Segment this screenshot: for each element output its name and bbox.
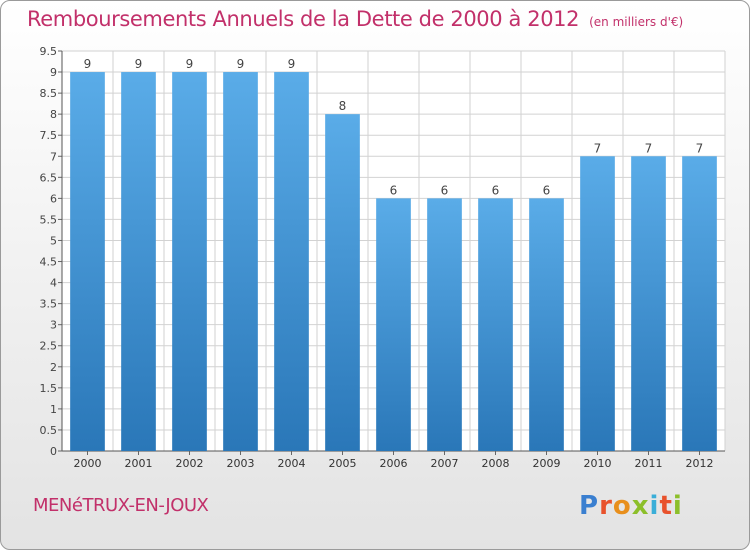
bar [631,156,666,451]
bar-value-label: 6 [390,183,398,197]
logo-letter: i [649,491,660,521]
bar [325,114,360,451]
y-tick-label: 7 [50,150,57,163]
bar-value-label: 9 [186,57,194,71]
bar-value-label: 6 [543,183,551,197]
y-tick-label: 5 [50,234,57,247]
bar [121,72,156,451]
y-tick-label: 5.5 [40,213,58,226]
bar [376,198,411,451]
y-tick-label: 1 [50,403,57,416]
bar-value-label: 7 [696,141,704,155]
y-tick-label: 6 [50,192,57,205]
y-tick-label: 8.5 [40,87,58,100]
x-tick-label: 2004 [278,457,306,470]
bar-value-label: 9 [135,57,143,71]
x-tick-label: 2003 [227,457,255,470]
bar-value-label: 6 [441,183,449,197]
bar-value-label: 6 [492,183,500,197]
chart-unit: (en milliers d'€) [589,15,684,29]
y-tick-label: 2 [50,361,57,374]
y-tick-label: 4 [50,277,57,290]
y-tick-label: 0 [50,445,57,458]
y-tick-label: 3.5 [40,298,58,311]
bar [172,72,207,451]
y-tick-label: 7.5 [40,129,58,142]
x-tick-label: 2011 [635,457,663,470]
chart-title-text: Remboursements Annuels de la Dette de 20… [27,7,580,31]
commune-name: MENéTRUX-EN-JOUX [33,495,209,516]
y-tick-label: 1.5 [40,382,58,395]
y-tick-label: 9 [50,66,57,79]
y-tick-label: 2.5 [40,340,58,353]
x-tick-label: 2007 [431,457,459,470]
y-tick-label: 9.5 [40,45,58,58]
bar [223,72,258,451]
logo-letter: t [659,491,673,521]
bar-value-label: 7 [594,141,602,155]
x-tick-label: 2006 [380,457,408,470]
logo-letter: P [579,491,600,521]
y-tick-label: 8 [50,108,57,121]
logo-letter: x [631,491,650,521]
bar [427,198,462,451]
x-tick-label: 2008 [482,457,510,470]
x-tick-label: 2005 [329,457,357,470]
logo-letter: r [599,491,613,521]
bar [529,198,564,451]
bar-value-label: 8 [339,99,347,113]
y-tick-label: 4.5 [40,256,58,269]
y-tick-label: 0.5 [40,424,58,437]
bar [478,198,513,451]
x-tick-label: 2010 [584,457,612,470]
bar-value-label: 7 [645,141,653,155]
y-tick-label: 3 [50,319,57,332]
bar [580,156,615,451]
x-tick-label: 2001 [125,457,153,470]
logo-letter: i [672,491,683,521]
bar [274,72,309,451]
y-tick-label: 6.5 [40,171,58,184]
bar [70,72,105,451]
bar [682,156,717,451]
bar-value-label: 9 [288,57,296,71]
bar-value-label: 9 [84,57,92,71]
chart-title: Remboursements Annuels de la Dette de 20… [27,7,683,31]
bar-value-label: 9 [237,57,245,71]
x-tick-label: 2012 [686,457,714,470]
x-tick-label: 2000 [74,457,102,470]
x-tick-label: 2002 [176,457,204,470]
x-tick-label: 2009 [533,457,561,470]
logo-letter: o [612,491,632,521]
proxiti-logo[interactable]: Proxiti [579,491,683,521]
